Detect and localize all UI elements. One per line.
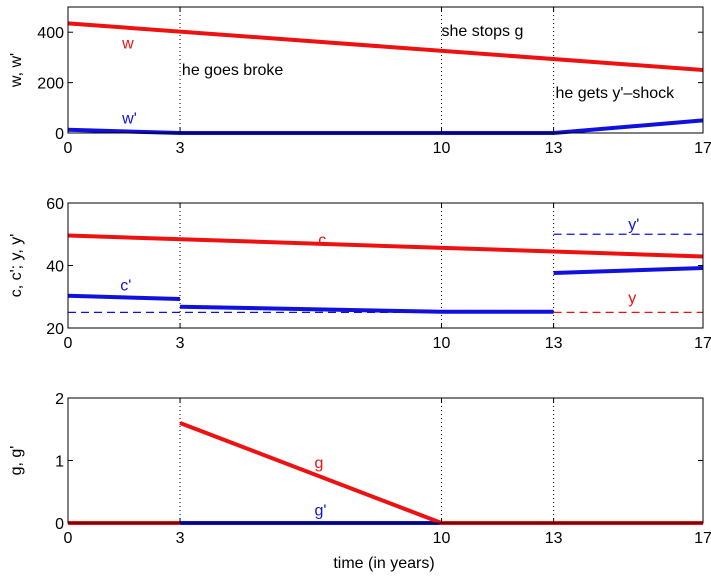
- series-label: g': [315, 503, 327, 520]
- x-tick-label: 17: [694, 335, 711, 352]
- series-label: c: [318, 232, 326, 249]
- y-axis-label: g, g': [8, 446, 25, 476]
- x-tick-label: 13: [545, 140, 563, 157]
- series-label: w: [121, 36, 134, 53]
- x-tick-label: 13: [545, 530, 563, 547]
- series-label: y': [628, 217, 639, 234]
- x-tick-label: 0: [64, 335, 73, 352]
- x-tick-label: 0: [64, 530, 73, 547]
- y-axis-label: c, c'; y, y': [8, 234, 25, 298]
- series-label: g: [315, 455, 324, 472]
- panel-gifts: 0 3 10 13 17 0 1 2 g, g' g g': [8, 391, 711, 547]
- y-tick-label: 2: [55, 391, 64, 408]
- x-tick-label: 17: [694, 530, 711, 547]
- axes-frame: [67, 397, 704, 524]
- x-tick-label: 3: [176, 335, 185, 352]
- x-tick-label: 17: [694, 140, 711, 157]
- annotation: he goes broke: [182, 62, 284, 79]
- x-tick-label: 10: [433, 335, 451, 352]
- series-line-blue-dashed: [68, 233, 703, 313]
- x-tick-label: 10: [433, 140, 451, 157]
- x-tick-label: 3: [176, 140, 185, 157]
- series-line-blue-solid: [67, 118, 704, 135]
- x-tick-label: 10: [433, 530, 451, 547]
- series-label: w': [121, 111, 137, 128]
- annotation: she stops g: [442, 23, 524, 40]
- series-line-red-solid: [67, 233, 704, 259]
- series-line-red-solid: [68, 421, 703, 525]
- y-tick-label: 40: [46, 259, 64, 276]
- series-label: c': [120, 278, 131, 295]
- panel-wealth: 0 3 10 13 17 0 200 400 w, w' w w' he goes broke she …: [8, 6, 711, 157]
- y-tick-label: 0: [55, 126, 64, 143]
- x-tick-label: 0: [64, 140, 73, 157]
- y-tick-label: 200: [37, 76, 64, 93]
- x-tick-label: 3: [176, 530, 185, 547]
- axes-frame: [67, 6, 704, 134]
- panel-consumption-income: 0 3 10 13 17 20 40 60 c, c'; y, y' c c' y' y: [8, 196, 711, 352]
- annotation: he gets y'–shock: [555, 85, 675, 102]
- y-axis-label: w, w': [8, 53, 25, 88]
- y-tick-label: 400: [37, 25, 64, 42]
- x-axis-label: time (in years): [333, 555, 434, 572]
- series-line-red-solid: [67, 21, 704, 72]
- y-tick-label: 20: [46, 321, 64, 338]
- x-tick-label: 13: [545, 335, 563, 352]
- series-line-blue-solid: [67, 266, 704, 314]
- series-label: y: [628, 290, 636, 307]
- y-tick-label: 60: [46, 196, 64, 213]
- y-tick-label: 0: [55, 516, 64, 533]
- y-tick-label: 1: [55, 454, 64, 471]
